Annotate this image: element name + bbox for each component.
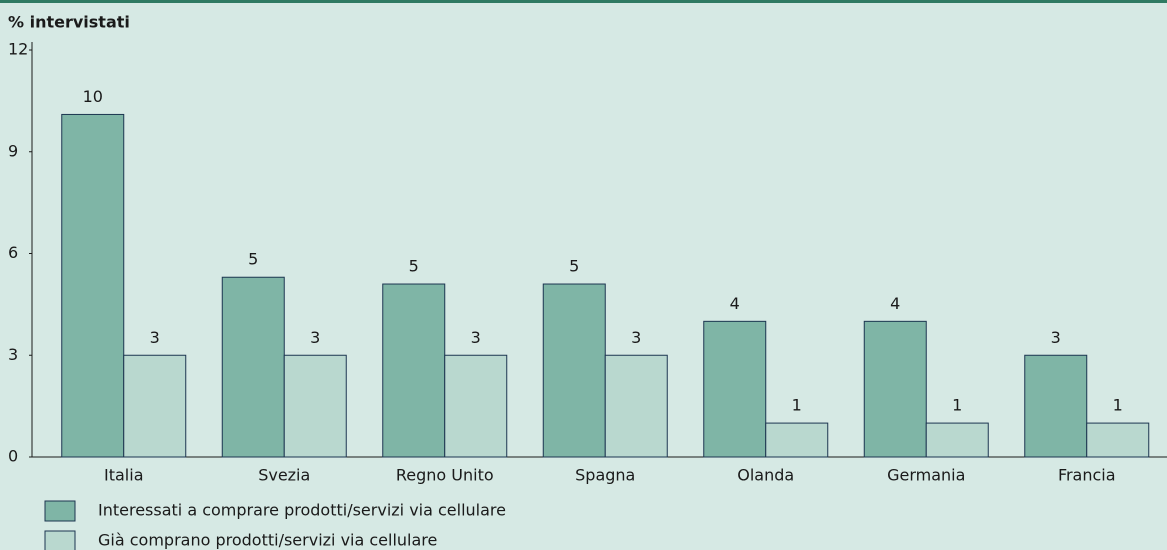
- value-label: 1: [952, 396, 962, 415]
- value-label: 5: [569, 257, 579, 276]
- value-label: 3: [310, 328, 320, 347]
- bar: [382, 283, 446, 458]
- legend-swatch: [44, 500, 76, 522]
- value-label: 3: [471, 328, 481, 347]
- legend-label: Già comprano prodotti/servizi via cellul…: [98, 531, 437, 550]
- legend-swatch: [44, 530, 76, 550]
- bar: [765, 422, 829, 458]
- bar: [604, 354, 668, 458]
- value-label: 3: [631, 328, 641, 347]
- x-tick-label: Svezia: [258, 466, 310, 485]
- value-label: 5: [248, 250, 258, 269]
- value-label: 4: [730, 294, 740, 313]
- legend-label: Interessati a comprare prodotti/servizi …: [98, 501, 506, 520]
- value-label: 4: [890, 294, 900, 313]
- bar: [444, 354, 508, 458]
- x-tick-label: Germania: [887, 466, 965, 485]
- y-tick-label: 9: [8, 141, 18, 160]
- y-tick-label: 12: [8, 40, 28, 59]
- bar: [283, 354, 347, 458]
- y-tick-label: 3: [8, 345, 18, 364]
- bar: [925, 422, 989, 458]
- y-tick-label: 6: [8, 243, 18, 262]
- bar: [221, 276, 285, 458]
- value-label: 3: [1051, 328, 1061, 347]
- x-tick-label: Regno Unito: [396, 466, 494, 485]
- x-tick-label: Italia: [104, 466, 144, 485]
- bar: [123, 354, 187, 458]
- bar: [61, 113, 125, 458]
- x-tick-label: Francia: [1058, 466, 1116, 485]
- y-axis-label: % intervistati: [8, 13, 130, 32]
- bar: [703, 320, 767, 458]
- x-tick-label: Spagna: [575, 466, 635, 485]
- bar: [1024, 354, 1088, 458]
- value-label: 1: [1113, 396, 1123, 415]
- bar: [863, 320, 927, 458]
- value-label: 3: [150, 328, 160, 347]
- bar: [1086, 422, 1150, 458]
- top-border: [0, 0, 1167, 3]
- value-label: 10: [83, 87, 103, 106]
- value-label: 1: [792, 396, 802, 415]
- x-tick-label: Olanda: [737, 466, 794, 485]
- value-label: 5: [409, 257, 419, 276]
- bar: [542, 283, 606, 458]
- y-tick-label: 0: [8, 447, 18, 466]
